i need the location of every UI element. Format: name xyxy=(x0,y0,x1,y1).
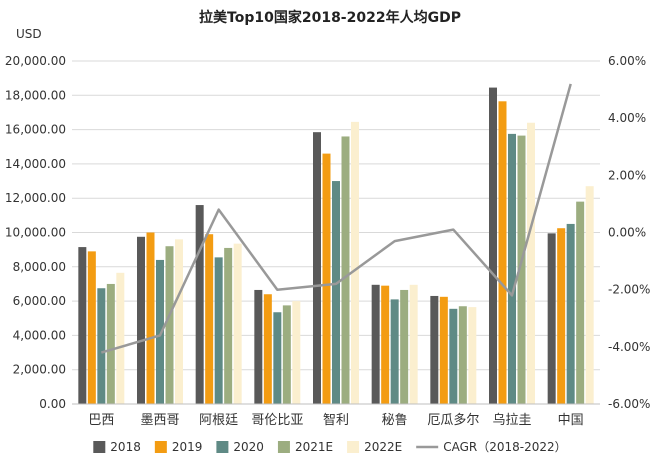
bar xyxy=(214,257,223,404)
bar xyxy=(557,228,566,404)
chart-title: 拉美Top10国家2018-2022年人均GDP xyxy=(199,9,461,26)
bar xyxy=(313,132,321,405)
x-category-label: 阿根廷 xyxy=(199,413,238,428)
bar xyxy=(332,181,340,404)
bar xyxy=(322,153,331,404)
x-category-label: 秘鲁 xyxy=(382,413,408,428)
bar xyxy=(430,295,439,404)
legend-swatch xyxy=(347,441,360,453)
bar xyxy=(449,308,458,404)
legend: 2018 2019 2020 2021E 2022E CAGR（2018-2022） xyxy=(93,440,567,454)
bar xyxy=(400,289,409,404)
y2-tick-label: -4.00% xyxy=(608,340,650,354)
legend-label: 2022E xyxy=(364,440,402,454)
bar xyxy=(468,307,477,404)
bar xyxy=(439,296,448,404)
legend-label: 2021E xyxy=(295,440,333,454)
x-category-label: 中国 xyxy=(558,413,584,428)
bar xyxy=(263,294,272,404)
y-tick-label: 14,000.00 xyxy=(5,157,66,171)
bar xyxy=(282,305,291,404)
legend-swatch xyxy=(154,441,167,453)
y-tick-label: 0.00 xyxy=(39,397,66,411)
y-tick-label: 12,000.00 xyxy=(5,191,66,205)
cagr-line xyxy=(100,83,572,354)
bars xyxy=(78,87,594,405)
x-axis-categories: 巴西 墨西哥 阿根廷 哥伦比亚 智利 秘鲁 厄瓜多尔 乌拉圭 中国 xyxy=(88,412,583,428)
bar xyxy=(233,243,242,404)
bar xyxy=(205,234,214,404)
bar xyxy=(137,236,145,404)
y2-tick-label: 0.00% xyxy=(608,226,646,240)
y-tick-label: 20,000.00 xyxy=(5,54,66,68)
bar xyxy=(351,121,359,404)
legend-swatch xyxy=(93,441,106,453)
bar xyxy=(106,283,115,404)
y-tick-label: 8,000.00 xyxy=(13,260,66,274)
y-tick-label: 4,000.00 xyxy=(13,328,66,342)
y2-tick-label: 6.00% xyxy=(608,54,646,68)
bar xyxy=(254,289,263,404)
bar xyxy=(409,284,418,404)
bar xyxy=(292,301,301,404)
bar xyxy=(576,201,585,404)
bar xyxy=(341,136,350,404)
bar xyxy=(498,101,507,405)
bar xyxy=(224,247,233,404)
legend-label: 2018 xyxy=(110,440,141,454)
x-category-label: 墨西哥 xyxy=(140,413,179,428)
y-tick-label: 2,000.00 xyxy=(13,363,66,377)
bar xyxy=(508,133,516,404)
bar xyxy=(78,247,87,404)
bar xyxy=(371,284,380,404)
legend-label: 2020 xyxy=(233,440,264,454)
bar xyxy=(390,299,399,404)
x-category-label: 智利 xyxy=(323,413,349,428)
legend-swatch xyxy=(277,441,290,453)
bar xyxy=(585,186,594,404)
y-tick-label: 6,000.00 xyxy=(13,294,66,308)
y2-tick-label: -2.00% xyxy=(608,283,650,297)
y2-tick-label: 4.00% xyxy=(608,111,646,125)
bar xyxy=(273,312,282,404)
legend-label: CAGR（2018-2022） xyxy=(443,440,566,454)
bar xyxy=(458,306,467,404)
x-category-label: 巴西 xyxy=(88,413,114,428)
cagr-line-path xyxy=(100,83,572,354)
y-tick-label: 16,000.00 xyxy=(5,123,66,137)
bar xyxy=(175,239,183,404)
y-axis-ticks: 0.00 2,000.00 4,000.00 6,000.00 8,000.00 10,0… xyxy=(5,54,66,411)
bar xyxy=(87,251,96,404)
legend-swatch xyxy=(216,441,229,453)
y-axis-unit: USD xyxy=(16,27,42,41)
x-category-label: 哥伦比亚 xyxy=(251,413,303,428)
bar xyxy=(156,259,164,404)
bar xyxy=(381,285,390,404)
bar xyxy=(146,232,155,404)
bar xyxy=(547,233,556,404)
y2-tick-label: 2.00% xyxy=(608,168,646,182)
bar xyxy=(195,205,204,404)
bar xyxy=(97,288,106,404)
bar xyxy=(527,122,535,405)
y-tick-label: 10,000.00 xyxy=(5,226,66,240)
bar xyxy=(489,87,497,405)
bar xyxy=(517,135,526,405)
x-category-label: 厄瓜多尔 xyxy=(427,412,479,428)
legend-label: 2019 xyxy=(172,440,203,454)
bar xyxy=(566,223,575,404)
bar xyxy=(165,246,174,404)
x-category-label: 乌拉圭 xyxy=(492,412,531,428)
bar xyxy=(116,272,125,404)
y2-tick-label: -6.00% xyxy=(608,397,650,411)
y-tick-label: 18,000.00 xyxy=(5,88,66,102)
y2-axis-ticks: -6.00% -4.00% -2.00% 0.00% 2.00% 4.00% 6.00% xyxy=(608,54,650,411)
